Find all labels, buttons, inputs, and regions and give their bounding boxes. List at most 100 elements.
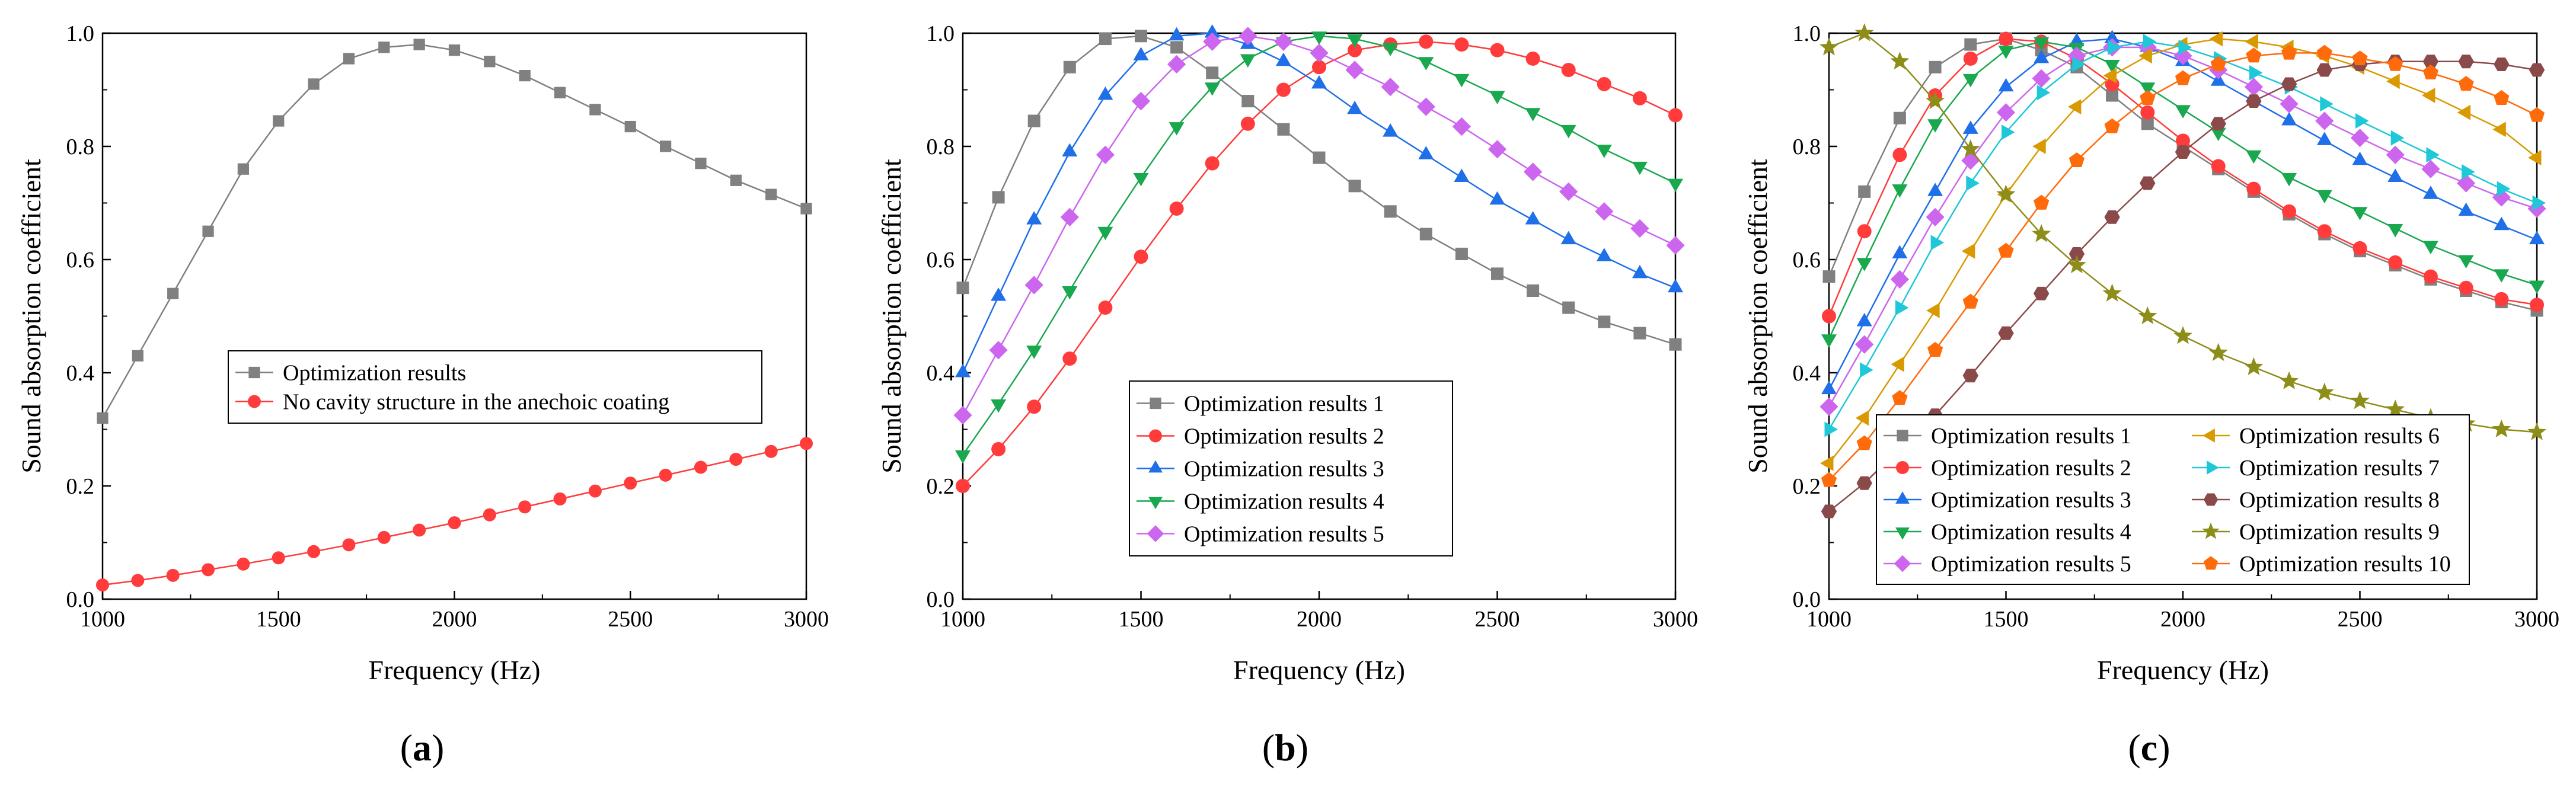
data-point: [730, 174, 742, 186]
data-point: [589, 104, 601, 116]
data-point: [1961, 243, 1975, 259]
chart-panel-c: 1000 1500 2000 2500 3000 0.0 0.2 0.4 0.6 0.8 1.0 Fr…: [1742, 21, 2559, 769]
data-point: [2426, 147, 2440, 163]
data-point: [1998, 46, 2014, 59]
data-point: [1560, 124, 1576, 139]
data-point: [1596, 145, 1612, 158]
data-point: [1381, 78, 1400, 97]
data-point: [2386, 399, 2405, 418]
data-point: [1961, 139, 1980, 158]
data-point: [1454, 37, 1469, 52]
chart-panel-a: 1000 1500 2000 2500 3000 0.0 0.2 0.4 0.6 0.8 1.0 Fr…: [16, 21, 829, 769]
data-point: [1312, 60, 1326, 75]
data-point: [1668, 178, 1683, 193]
data-point: [624, 120, 636, 133]
x-axis-label: Frequency (Hz): [1233, 655, 1405, 685]
data-point: [1204, 82, 1220, 96]
data-point: [1963, 51, 1978, 66]
data-point: [1966, 175, 1980, 191]
data-point: [2458, 255, 2474, 268]
legend-marker: [1150, 397, 1161, 410]
data-point: [2140, 82, 2156, 96]
data-point: [2421, 88, 2435, 103]
data-point: [2388, 255, 2403, 270]
data-point: [237, 557, 250, 571]
data-point: [1596, 248, 1612, 261]
data-point: [553, 492, 567, 506]
data-point: [1097, 226, 1113, 241]
legend-marker: [248, 395, 261, 408]
y-tick-label: 1.0: [1793, 21, 1821, 46]
data-point: [308, 78, 320, 90]
data-point: [2249, 65, 2263, 81]
data-point: [1930, 235, 1945, 251]
data-point: [1892, 245, 1908, 258]
legend-marker: [1149, 429, 1162, 443]
series-1: [956, 30, 1682, 351]
data-point: [554, 87, 566, 98]
data-point: [2244, 78, 2263, 97]
data-point: [1892, 148, 1907, 162]
data-point: [2494, 292, 2509, 306]
data-point: [1383, 43, 1399, 56]
data-point: [1062, 286, 1078, 300]
data-point: [1822, 309, 1836, 324]
data-point: [1347, 34, 1363, 48]
data-point: [1998, 326, 2014, 340]
data-point: [1562, 301, 1575, 314]
data-point: [1277, 123, 1290, 136]
data-point: [2458, 55, 2474, 69]
legend-item: Optimization results 2: [1884, 456, 2131, 481]
data-point: [1669, 338, 1682, 351]
y-tick-label: 0.2: [927, 474, 955, 499]
legend-label: Optimization results 5: [1931, 552, 2131, 577]
legend-marker: [1896, 461, 1909, 474]
data-point: [1962, 369, 1978, 383]
data-point: [1964, 38, 1977, 51]
data-point: [1890, 52, 1910, 70]
data-point: [2245, 34, 2258, 50]
data-point: [2108, 39, 2121, 55]
data-point: [2529, 107, 2545, 122]
data-point: [131, 574, 145, 587]
x-tick-label: 3000: [2514, 607, 2559, 632]
data-point: [1632, 264, 1648, 279]
data-point: [1927, 342, 1943, 357]
x-tick-label: 1500: [1984, 607, 2029, 632]
data-point: [518, 500, 532, 514]
data-point: [377, 530, 391, 544]
data-point: [1062, 143, 1078, 156]
data-point: [1096, 145, 1115, 164]
data-point: [1206, 66, 1219, 79]
data-point: [1170, 41, 1183, 54]
data-point: [2067, 255, 2086, 274]
series-3: [955, 24, 1683, 377]
data-point: [2032, 69, 2051, 88]
data-point: [1455, 247, 1468, 260]
y-tick-label: 1.0: [66, 21, 95, 46]
legend-marker: [1897, 430, 1908, 442]
data-point: [2459, 280, 2473, 295]
data-point: [659, 140, 672, 152]
y-tick-label: 0.8: [66, 135, 95, 159]
data-point: [1490, 43, 1505, 57]
data-point: [2457, 174, 2476, 193]
data-point: [378, 41, 390, 53]
data-point: [1384, 205, 1397, 218]
legend-label: Optimization results 6: [2239, 424, 2440, 449]
data-point: [2462, 164, 2475, 180]
plot-frame: [101, 32, 807, 600]
legend-item: Optimization results 1: [1884, 424, 2131, 449]
data-point: [2176, 133, 2190, 148]
data-point: [1824, 421, 1838, 437]
data-point: [1348, 43, 1362, 57]
data-point: [992, 191, 1005, 204]
data-point: [2355, 113, 2369, 129]
data-point: [1929, 60, 1942, 73]
data-point: [2175, 105, 2191, 119]
data-point: [1419, 34, 1434, 49]
data-point: [1489, 91, 1505, 104]
data-point: [1927, 183, 1943, 196]
data-point: [1527, 284, 1540, 297]
legend-item: Optimization results: [235, 361, 466, 386]
